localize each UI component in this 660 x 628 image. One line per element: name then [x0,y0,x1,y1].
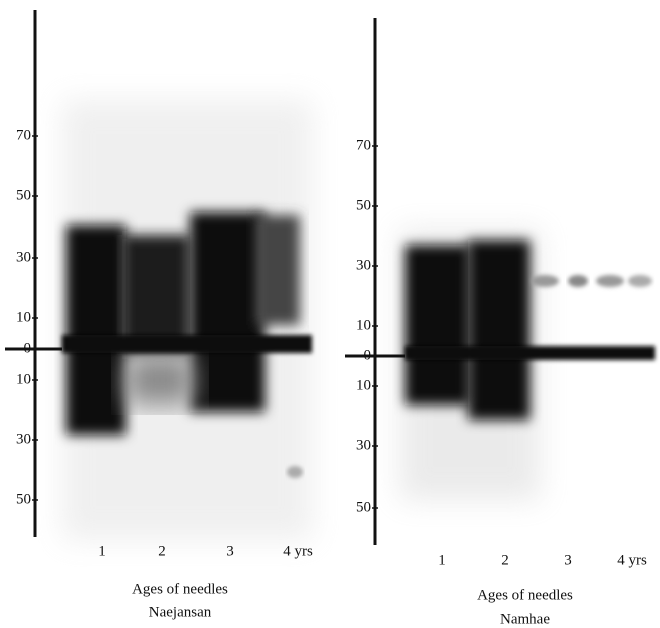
y-tick-label: 0 [24,340,32,356]
lane-label: 3 [564,552,572,568]
lane-label: 2 [501,552,509,568]
caption: Namhae [500,611,550,627]
y-tick-label: 30 [16,431,31,447]
y-tick-label: 10 [16,309,31,325]
y-tick-label: 50 [16,187,31,203]
caption: Ages of needles [132,581,228,597]
gel-left [62,100,312,540]
lane-label: 4 yrs [617,552,647,568]
y-tick-label: 30 [356,437,371,453]
y-tick-label: 30 [356,257,371,273]
y-tick-label: 70 [16,127,31,143]
y-tick-label: 10 [356,377,371,393]
lane-label: 2 [158,543,166,559]
y-tick-label: 10 [16,371,31,387]
lane-label: 1 [98,543,106,559]
y-tick-label: 50 [356,499,371,515]
y-tick-label: 30 [16,249,31,265]
y-tick-label: 70 [356,137,371,153]
lane-label: 1 [438,552,446,568]
lane-label: 3 [226,543,234,559]
y-tick-label: 10 [356,317,371,333]
y-tick-label: 0 [364,347,372,363]
caption: Naejansan [149,604,212,620]
gel-right [400,230,655,500]
y-tick-label: 50 [16,491,31,507]
caption: Ages of needles [477,587,573,603]
lane-label: 4 yrs [283,543,313,559]
y-tick-label: 50 [356,197,371,213]
